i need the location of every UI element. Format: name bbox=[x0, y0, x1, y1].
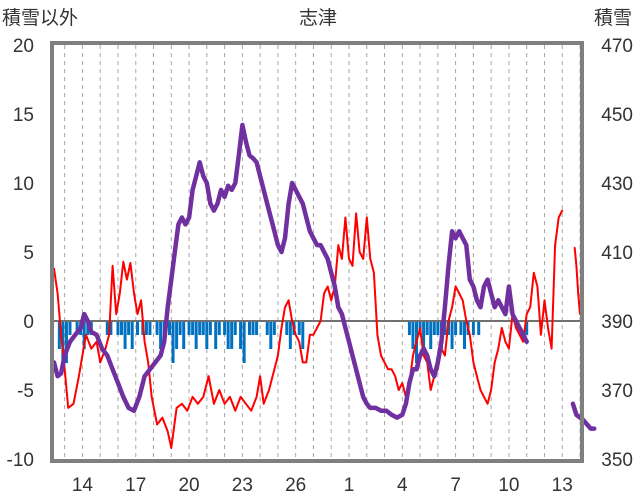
left-tick-label: 10 bbox=[13, 174, 34, 195]
chart-title: 志津 bbox=[299, 7, 337, 29]
right-tick-label: 390 bbox=[601, 312, 633, 333]
precip-bar bbox=[407, 321, 411, 335]
precip-bar bbox=[168, 321, 172, 335]
precip-bar bbox=[265, 321, 269, 335]
precip-bar bbox=[477, 321, 481, 335]
precip-bar bbox=[432, 321, 436, 335]
precip-bar bbox=[105, 321, 109, 335]
plot-frame bbox=[50, 41, 584, 463]
precip-bar bbox=[130, 321, 134, 349]
precip-bar bbox=[61, 321, 65, 363]
x-tick-label: 13 bbox=[552, 475, 573, 496]
left-tick-label: 5 bbox=[23, 243, 34, 264]
precip-bar bbox=[255, 321, 259, 335]
series-lines bbox=[51, 122, 597, 449]
precip-bar bbox=[471, 321, 475, 335]
precip-bar bbox=[57, 321, 61, 349]
right-tick-label: 450 bbox=[601, 105, 633, 126]
temperature-line bbox=[53, 209, 564, 449]
precip-bar bbox=[223, 321, 227, 335]
right-tick-label: 410 bbox=[601, 243, 633, 264]
snow-depth-line bbox=[51, 122, 529, 420]
precip-bar bbox=[450, 321, 454, 349]
precip-bar bbox=[422, 321, 426, 349]
precip-bar bbox=[64, 321, 68, 363]
precip-bar bbox=[251, 321, 255, 335]
precip-bar bbox=[120, 321, 124, 335]
precip-bar bbox=[285, 321, 289, 335]
precip-bar bbox=[82, 321, 86, 349]
precip-bar bbox=[459, 321, 463, 335]
precip-bar bbox=[411, 321, 415, 349]
x-tick-label: 10 bbox=[498, 475, 519, 496]
left-axis-label: 積雪以外 bbox=[2, 7, 78, 29]
precip-bar bbox=[297, 321, 301, 335]
precip-bar bbox=[116, 321, 120, 335]
x-tick-label: 7 bbox=[450, 475, 461, 496]
precip-bar bbox=[187, 321, 191, 335]
precip-bar bbox=[425, 321, 429, 335]
precip-bar bbox=[205, 321, 209, 349]
precip-bar bbox=[123, 321, 127, 349]
right-tick-label: 430 bbox=[601, 174, 633, 195]
left-tick-label: 15 bbox=[13, 105, 34, 126]
left-tick-label: 0 bbox=[23, 312, 34, 333]
x-tick-label: 4 bbox=[397, 475, 408, 496]
right-tick-label: 350 bbox=[601, 450, 633, 471]
precip-bar bbox=[242, 321, 246, 363]
precip-bar bbox=[175, 321, 179, 349]
precip-bar bbox=[155, 321, 159, 335]
left-tick-label: -5 bbox=[17, 381, 34, 402]
precip-bar bbox=[201, 321, 205, 335]
left-tick-labels: 20 15 10 5 0 -5 -10 bbox=[7, 36, 34, 471]
precip-bar bbox=[68, 321, 72, 335]
right-tick-label: 370 bbox=[601, 381, 633, 402]
left-tick-label: 20 bbox=[13, 36, 34, 57]
x-tick-labels: 14 17 20 23 26 1 4 7 10 13 bbox=[72, 475, 573, 496]
precip-bar bbox=[182, 321, 186, 349]
precip-bar bbox=[127, 321, 131, 335]
precip-bar bbox=[247, 321, 251, 335]
precip-bar bbox=[171, 321, 175, 363]
right-tick-labels: 470 450 430 410 390 370 350 bbox=[601, 36, 633, 471]
precip-bar bbox=[436, 321, 440, 335]
x-tick-label: 26 bbox=[285, 475, 306, 496]
precip-bar bbox=[301, 321, 305, 349]
precip-bar bbox=[136, 321, 140, 335]
precip-bar bbox=[217, 321, 221, 335]
precip-bar bbox=[429, 321, 433, 349]
precip-bar bbox=[109, 321, 113, 335]
precip-bar bbox=[226, 321, 230, 349]
precip-bar bbox=[214, 321, 218, 349]
precip-bar bbox=[525, 321, 529, 335]
x-tick-label: 20 bbox=[178, 475, 199, 496]
precip-bar bbox=[269, 321, 273, 349]
precip-bar bbox=[239, 321, 243, 349]
precip-bar bbox=[178, 321, 182, 335]
precip-bar bbox=[144, 321, 148, 335]
precip-bar bbox=[198, 321, 202, 335]
precip-bar bbox=[288, 321, 292, 349]
precip-bar bbox=[148, 321, 152, 335]
x-tick-label: 14 bbox=[72, 475, 94, 496]
x-tick-label: 1 bbox=[344, 475, 355, 496]
precip-bar bbox=[230, 321, 234, 349]
left-tick-label: -10 bbox=[7, 450, 34, 471]
x-tick-label: 17 bbox=[125, 475, 146, 496]
precip-bar bbox=[462, 321, 466, 349]
precip-bar bbox=[75, 321, 79, 335]
precip-bar bbox=[454, 321, 458, 335]
precip-bar bbox=[208, 321, 212, 335]
precip-bar bbox=[194, 321, 198, 349]
precip-bar bbox=[159, 321, 163, 349]
precip-bar bbox=[272, 321, 276, 335]
right-axis-label: 積雪 bbox=[594, 7, 632, 29]
precip-bar bbox=[233, 321, 237, 335]
precip-bar bbox=[191, 321, 195, 335]
x-tick-label: 23 bbox=[232, 475, 253, 496]
right-tick-label: 470 bbox=[601, 36, 633, 57]
temperature-line-tail bbox=[573, 246, 581, 316]
